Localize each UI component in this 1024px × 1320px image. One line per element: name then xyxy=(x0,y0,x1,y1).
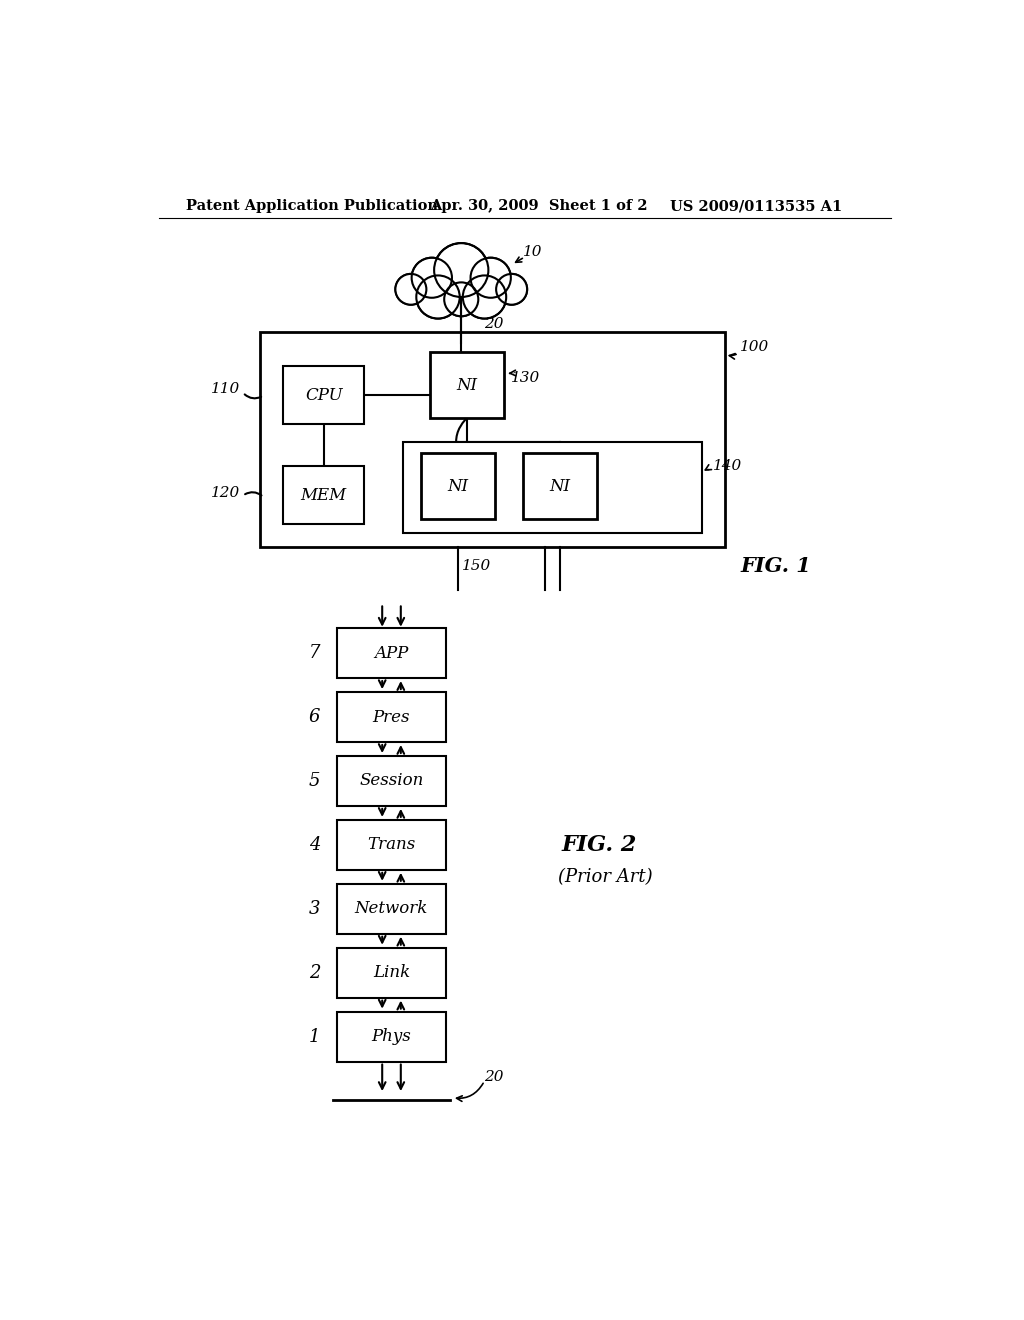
Bar xyxy=(337,820,445,870)
Text: (Prior Art): (Prior Art) xyxy=(558,869,652,886)
Text: 7: 7 xyxy=(308,644,321,663)
Bar xyxy=(283,466,365,524)
Text: 20: 20 xyxy=(484,1071,504,1084)
Circle shape xyxy=(463,276,506,318)
Text: 130: 130 xyxy=(511,371,540,385)
Circle shape xyxy=(417,276,460,318)
Text: Session: Session xyxy=(359,772,424,789)
Circle shape xyxy=(472,259,509,296)
Text: FIG. 2: FIG. 2 xyxy=(562,834,637,855)
Text: 10: 10 xyxy=(523,246,543,259)
Text: 20: 20 xyxy=(484,317,504,331)
Text: Network: Network xyxy=(354,900,428,917)
Bar xyxy=(523,453,597,519)
Bar xyxy=(283,367,365,424)
Bar xyxy=(337,1011,445,1061)
Text: Apr. 30, 2009  Sheet 1 of 2: Apr. 30, 2009 Sheet 1 of 2 xyxy=(430,199,648,213)
Bar xyxy=(403,442,701,533)
Text: CPU: CPU xyxy=(305,387,342,404)
Circle shape xyxy=(444,282,478,317)
Circle shape xyxy=(395,275,426,305)
Text: 3: 3 xyxy=(308,900,321,917)
Text: Link: Link xyxy=(373,964,411,981)
Text: 100: 100 xyxy=(740,341,769,354)
Text: NI: NI xyxy=(550,478,570,495)
Bar xyxy=(430,352,504,418)
Text: Trans: Trans xyxy=(368,837,416,853)
Text: APP: APP xyxy=(375,644,409,661)
Bar xyxy=(337,628,445,678)
Bar xyxy=(260,331,725,548)
Bar xyxy=(337,884,445,933)
Circle shape xyxy=(418,277,458,317)
Bar xyxy=(337,692,445,742)
Text: 140: 140 xyxy=(713,459,742,474)
Circle shape xyxy=(412,257,452,298)
Bar xyxy=(337,756,445,807)
Text: Phys: Phys xyxy=(372,1028,412,1045)
Bar xyxy=(421,453,495,519)
Text: 120: 120 xyxy=(211,486,241,500)
Text: NI: NI xyxy=(447,478,468,495)
Text: FIG. 1: FIG. 1 xyxy=(740,557,811,577)
Bar xyxy=(337,948,445,998)
Text: 110: 110 xyxy=(211,383,241,396)
Text: 4: 4 xyxy=(308,836,321,854)
Text: Patent Application Publication: Patent Application Publication xyxy=(186,199,438,213)
Text: 150: 150 xyxy=(462,560,490,573)
Circle shape xyxy=(471,257,511,298)
Circle shape xyxy=(434,243,488,297)
Text: 5: 5 xyxy=(308,772,321,789)
Text: Pres: Pres xyxy=(373,709,411,726)
Circle shape xyxy=(396,275,425,304)
Text: NI: NI xyxy=(457,376,477,393)
Text: MEM: MEM xyxy=(301,487,347,504)
Text: 2: 2 xyxy=(308,964,321,982)
Circle shape xyxy=(498,275,526,304)
Circle shape xyxy=(414,259,451,296)
Circle shape xyxy=(465,277,505,317)
Circle shape xyxy=(496,275,527,305)
Circle shape xyxy=(445,284,477,315)
Text: 6: 6 xyxy=(308,708,321,726)
Circle shape xyxy=(436,246,486,294)
Text: 1: 1 xyxy=(308,1027,321,1045)
Text: US 2009/0113535 A1: US 2009/0113535 A1 xyxy=(671,199,843,213)
